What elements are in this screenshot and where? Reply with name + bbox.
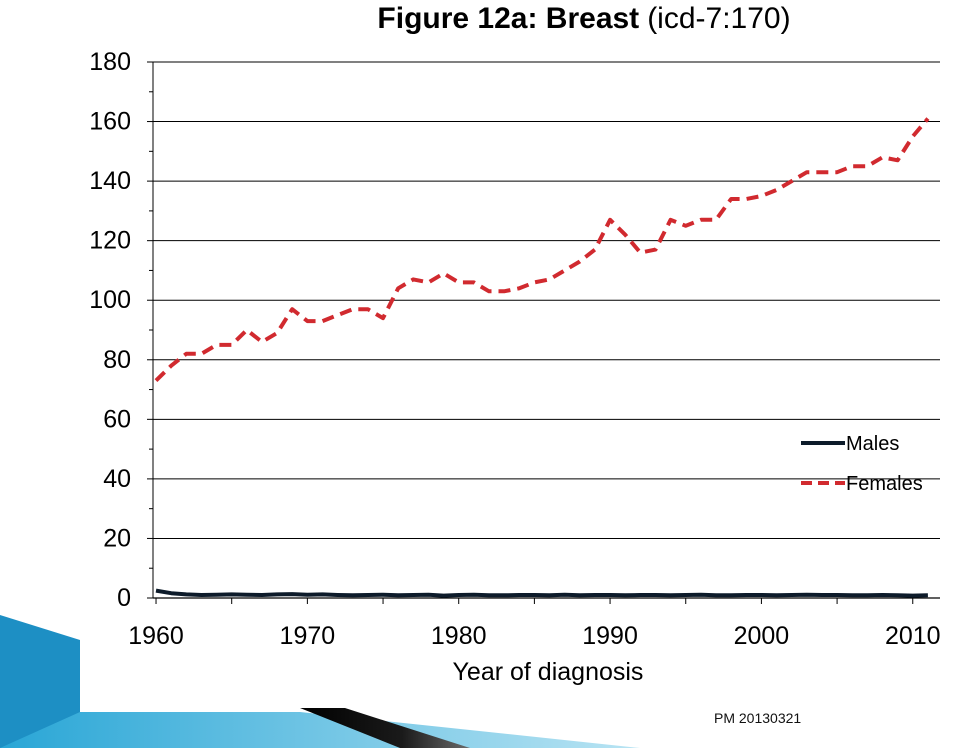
y-tick-label: 80 — [103, 346, 131, 374]
y-tick-label: 180 — [89, 48, 131, 76]
y-tick-label: 140 — [89, 167, 131, 195]
tick-labels: 0 20 40 60 80 100 120 140 160 180 1960 1970 1980 1990… — [89, 48, 940, 650]
legend-label-males: Males — [846, 433, 899, 455]
series-line-females — [154, 117, 930, 383]
chart-title-rest: (icd-7:170) — [647, 2, 790, 35]
y-tick-label: 0 — [117, 584, 131, 612]
x-tick-label: 2000 — [734, 622, 790, 650]
x-tick-label: 2010 — [885, 622, 941, 650]
y-tick-label: 160 — [89, 108, 131, 136]
series-lines — [154, 117, 930, 598]
chart-title-bold: Figure 12a: Breast — [377, 2, 639, 35]
y-tick-label: 20 — [103, 524, 131, 552]
y-tick-label: 60 — [103, 405, 131, 433]
axes — [147, 61, 940, 604]
x-tick-label: 1990 — [582, 622, 638, 650]
x-axis-label: Year of diagnosis — [453, 658, 644, 686]
x-tick-label: 1970 — [280, 622, 336, 650]
x-tick-label: 1960 — [128, 622, 184, 650]
x-tick-label: 1980 — [431, 622, 487, 650]
y-tick-label: 120 — [89, 227, 131, 255]
gridlines — [153, 61, 940, 539]
slide-stamp: PM 20130321 — [714, 710, 802, 726]
series-line-males — [155, 588, 928, 598]
chart-title: Figure 12a: Breast (icd-7:170) — [377, 2, 790, 35]
y-tick-label: 100 — [89, 286, 131, 314]
legend: Males Females — [801, 433, 923, 495]
y-tick-label: 40 — [103, 465, 131, 493]
legend-label-females: Females — [846, 473, 923, 495]
